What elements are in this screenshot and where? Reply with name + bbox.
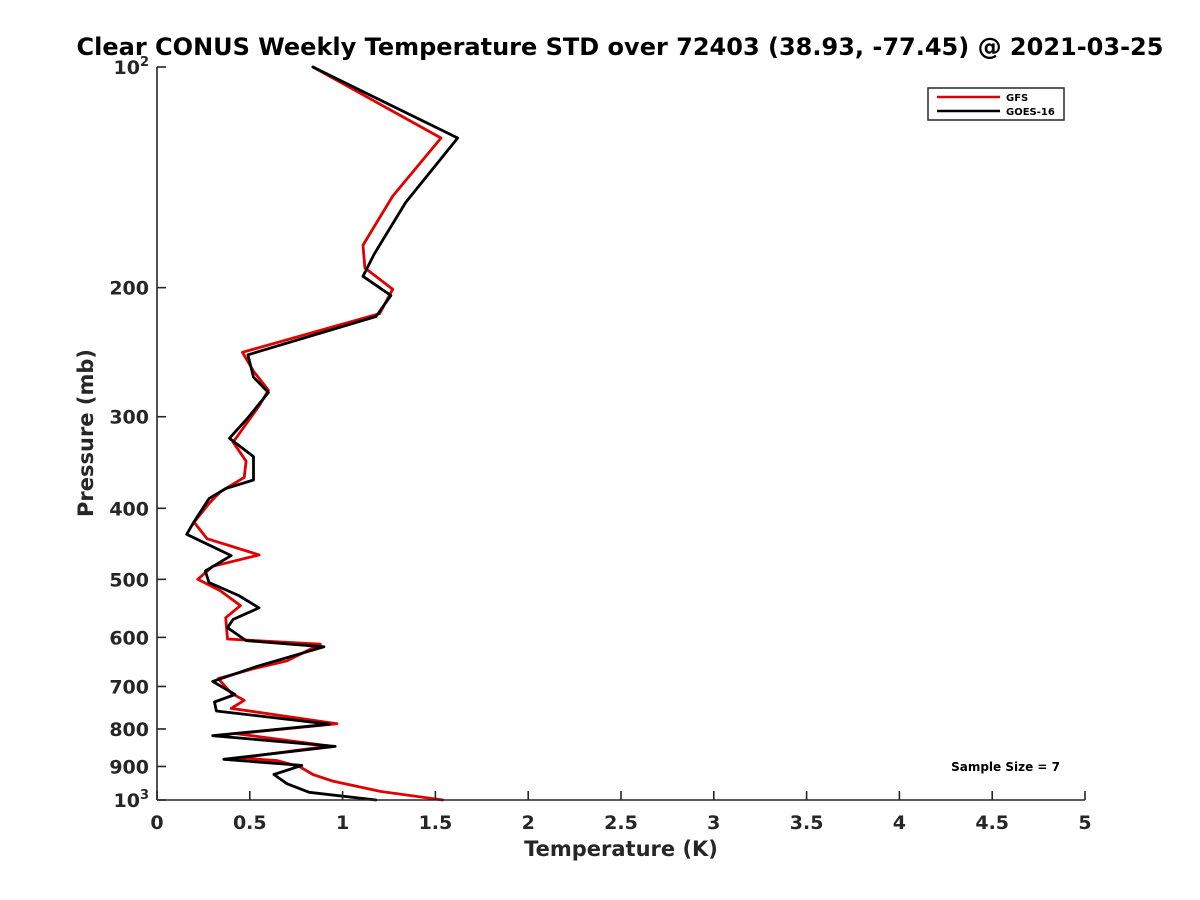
y-axis-ticks: 102 200 300 400 500 600 700 800 900 103	[109, 55, 166, 812]
y-tick-label: 103	[114, 788, 150, 812]
x-tick-label: 4	[893, 812, 906, 834]
y-tick-label: 500	[109, 569, 149, 591]
x-tick-label: 5	[1078, 812, 1091, 834]
x-tick-label: 3.5	[790, 812, 824, 834]
x-tick-label: 1	[336, 812, 349, 834]
y-tick-label: 400	[109, 498, 149, 520]
x-tick-label: 2	[522, 812, 535, 834]
legend-label-gfs: GFS	[1006, 93, 1028, 104]
y-tick-label: 800	[109, 719, 149, 741]
legend-box	[927, 87, 1065, 121]
y-tick-label: 200	[109, 278, 149, 300]
series-line-goes16	[185, 65, 460, 802]
y-tick-label: 900	[109, 756, 149, 778]
y-tick-label: 600	[109, 627, 149, 649]
y-tick-label: 300	[109, 407, 149, 429]
sample-size-annotation: Sample Size = 7	[951, 760, 1060, 774]
x-tick-label: 0.5	[233, 812, 267, 834]
x-tick-label: 1.5	[419, 812, 453, 834]
legend-label-goes16: GOES-16	[1006, 107, 1055, 118]
x-axis-label: Temperature (K)	[524, 837, 718, 861]
y-axis-label: Pressure (mb)	[74, 349, 98, 517]
y-tick-label: 700	[109, 676, 149, 698]
x-axis-ticks: 0 0.5 1 1.5 2 2.5 3 3.5 4 4.5 5	[150, 791, 1092, 834]
plot-area	[157, 67, 1085, 800]
series-layer	[185, 65, 460, 802]
legend: GFS GOES-16	[927, 87, 1065, 121]
x-tick-label: 2.5	[604, 812, 638, 834]
y-tick-label: 102	[114, 55, 150, 79]
chart-title: Clear CONUS Weekly Temperature STD over …	[77, 33, 1164, 61]
x-tick-label: 4.5	[975, 812, 1009, 834]
x-tick-label: 3	[707, 812, 720, 834]
x-tick-label: 0	[150, 812, 163, 834]
